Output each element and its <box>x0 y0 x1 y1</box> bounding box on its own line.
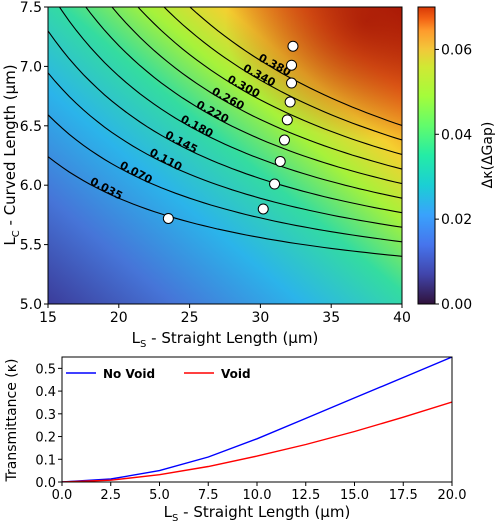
x-tick-label: 35 <box>322 310 340 326</box>
data-point <box>284 96 296 108</box>
data-point <box>162 212 174 224</box>
y-tick-label: 6.5 <box>20 119 42 135</box>
x-tick-label: 12.5 <box>291 488 320 503</box>
x-tick-label: 2.5 <box>100 488 121 503</box>
heatmap-hotspot <box>48 7 402 304</box>
x-tick-label: 17.5 <box>389 488 418 503</box>
y-tick-label: 5.5 <box>20 238 42 254</box>
legend: No Void Void <box>66 367 251 381</box>
data-point <box>286 77 298 89</box>
contour-line <box>85 7 402 185</box>
colorbar-label: Δκ(ΔGap) <box>480 122 496 189</box>
x-tick-label: 7.5 <box>198 488 219 503</box>
x-tick-label: 10.0 <box>243 488 272 503</box>
data-point <box>257 203 269 215</box>
y-tick-label: 0.2 <box>35 431 56 446</box>
y-tick-label: 0.5 <box>35 362 56 377</box>
y-tick-label: 0.0 <box>35 476 56 491</box>
contour-line <box>111 7 402 170</box>
colorbar-tick-label: 0.04 <box>441 127 472 143</box>
contour-line <box>48 72 402 228</box>
data-point <box>281 114 293 126</box>
x-tick-label: 15 <box>39 310 57 326</box>
line-chart-panel: 0.0 2.5 5.0 7.5 10.0 12.5 15.0 17.5 20.0 0.0 0.1 0… <box>4 356 467 522</box>
data-point <box>278 134 290 146</box>
x-tick-label: 30 <box>251 310 269 326</box>
line-chart-x-label: LS - Straight Length (μm) <box>164 503 351 522</box>
data-point <box>287 40 299 52</box>
y-tick-label: 7.0 <box>20 59 42 75</box>
heatmap-panel: 0.0350.0700.1100.1450.1800.2200.2600.300… <box>1 0 411 350</box>
data-point <box>269 178 281 190</box>
y-tick-label: 7.5 <box>20 0 42 16</box>
y-tick-label: 0.3 <box>35 408 56 423</box>
legend-label-no-void: No Void <box>103 367 155 381</box>
x-tick-label: 5.0 <box>149 488 170 503</box>
contour-line <box>189 7 402 127</box>
series-line-no-void <box>62 357 452 482</box>
contour-line <box>48 114 402 243</box>
contour-line <box>48 30 402 214</box>
data-point <box>286 59 298 71</box>
x-tick-label: 25 <box>181 310 199 326</box>
series-line-void <box>62 401 452 482</box>
heatmap-y-label: LC - Curved Length (μm) <box>1 64 22 245</box>
x-tick-label: 15.0 <box>340 488 369 503</box>
y-tick-label: 0.1 <box>35 453 56 468</box>
heatmap-x-label: LS - Straight Length (μm) <box>132 329 319 350</box>
colorbar-tick-label: 0.00 <box>441 297 472 313</box>
x-tick-label: 40 <box>393 310 411 326</box>
contour-line <box>163 7 402 141</box>
y-tick-label: 0.4 <box>35 385 56 400</box>
colorbar-gradient <box>417 6 436 305</box>
colorbar-tick-label: 0.06 <box>441 42 472 58</box>
colorbar: 0.00 0.02 0.04 0.06 Δκ(ΔGap) <box>417 6 496 313</box>
data-point <box>274 155 286 167</box>
contour-line <box>58 7 402 199</box>
y-tick-label: 6.0 <box>20 178 42 194</box>
y-tick-label: 5.0 <box>20 297 42 313</box>
legend-label-void: Void <box>221 367 251 381</box>
colorbar-tick-label: 0.02 <box>441 212 472 228</box>
contour-line <box>48 156 402 257</box>
line-chart-y-label: Transmittance (κ) <box>4 359 20 483</box>
heatmap-frame <box>47 6 403 305</box>
x-tick-label: 0.0 <box>52 488 73 503</box>
x-tick-label: 20.0 <box>438 488 467 503</box>
x-tick-label: 20 <box>110 310 128 326</box>
contour-line <box>137 7 402 156</box>
